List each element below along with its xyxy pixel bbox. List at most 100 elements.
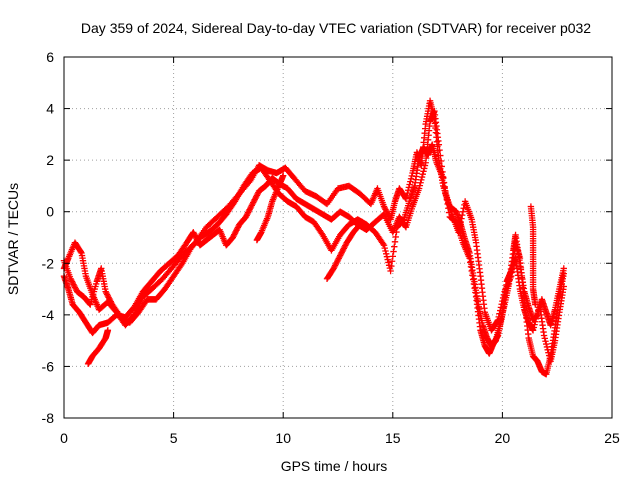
data-point-marker: [69, 279, 76, 287]
data-point-marker: [358, 218, 366, 226]
data-point-marker: [407, 178, 414, 185]
data-point-marker: [497, 304, 505, 311]
data-point-marker: [357, 219, 365, 227]
data-point-marker: [532, 301, 539, 308]
data-point-marker: [499, 297, 506, 305]
data-point-marker: [530, 324, 538, 331]
data-point-marker: [532, 315, 540, 323]
data-point-marker: [107, 298, 114, 305]
data-point-marker: [390, 248, 397, 255]
x-tick-label: 10: [275, 430, 291, 446]
data-point-marker: [416, 182, 424, 189]
y-tick-label: -8: [42, 410, 55, 426]
data-point-marker: [383, 250, 390, 258]
data-point-marker: [244, 209, 252, 216]
data-point-marker: [68, 278, 76, 285]
x-tick-label: 15: [385, 430, 401, 446]
data-point-marker: [106, 295, 113, 303]
data-point-marker: [247, 203, 255, 211]
y-tick-label: -4: [42, 307, 55, 323]
data-point-marker: [335, 255, 342, 262]
data-point-marker: [339, 248, 346, 255]
data-point-marker: [498, 301, 505, 308]
data-point-marker: [244, 210, 251, 218]
data-point-marker: [332, 260, 340, 268]
data-point-marker: [472, 289, 479, 296]
data-point-marker: [388, 262, 395, 270]
plot-frame: [63, 56, 613, 419]
data-point-marker: [391, 238, 399, 245]
data-point-marker: [231, 230, 239, 237]
data-point-marker: [421, 162, 429, 169]
data-point-marker: [381, 244, 388, 252]
data-point-marker: [415, 185, 423, 192]
data-point-marker: [190, 229, 197, 236]
data-point-marker: [467, 259, 474, 266]
y-tick-label: -2: [42, 255, 55, 271]
data-point-marker: [253, 192, 261, 199]
data-point-marker: [497, 307, 504, 314]
data-point-marker: [388, 258, 396, 265]
data-point-marker: [379, 240, 387, 248]
data-point-marker: [437, 152, 444, 159]
data-point-marker: [380, 203, 388, 210]
y-tick-label: -6: [42, 358, 55, 374]
data-point-marker: [104, 327, 112, 334]
x-axis-label: GPS time / hours: [281, 458, 388, 474]
data-point-marker: [435, 141, 443, 148]
data-point-marker: [71, 284, 79, 291]
data-point-marker: [68, 276, 75, 284]
data-point-marker: [438, 163, 445, 170]
data-point-marker: [496, 310, 503, 317]
data-point-marker: [383, 207, 390, 215]
data-point-marker: [71, 282, 78, 290]
data-point-marker: [391, 243, 398, 250]
y-tick-label: 0: [46, 204, 54, 220]
data-point-marker: [103, 291, 111, 298]
data-point-marker: [459, 211, 466, 219]
data-point-marker: [231, 231, 238, 238]
data-point-marker: [331, 262, 339, 269]
data-point-marker: [437, 157, 445, 165]
data-point-marker: [194, 237, 201, 245]
data-point-marker: [280, 172, 287, 179]
data-point-marker: [440, 174, 447, 181]
data-point-marker: [380, 242, 388, 249]
data-point-marker: [405, 184, 413, 191]
data-point-marker: [402, 222, 409, 230]
data-point-marker: [532, 318, 539, 325]
data-point-marker: [468, 267, 475, 275]
data-point-marker: [543, 340, 550, 348]
data-point-marker: [419, 170, 426, 178]
data-point-marker: [77, 248, 85, 256]
data-point-marker: [529, 327, 537, 334]
data-point-marker: [385, 259, 392, 266]
data-point-marker: [234, 224, 242, 231]
y-tick-label: 2: [46, 152, 54, 168]
data-point-marker: [230, 232, 237, 240]
data-point-marker: [106, 297, 114, 304]
data-point-marker: [469, 276, 477, 283]
data-point-marker: [330, 265, 337, 272]
data-point-marker: [251, 196, 258, 203]
data-point-marker: [233, 227, 240, 234]
data-point-marker: [331, 263, 338, 271]
data-point-marker: [407, 175, 415, 182]
data-point-marker: [460, 205, 467, 212]
data-point-marker: [469, 272, 476, 279]
data-point-marker: [418, 176, 425, 184]
data-point-marker: [252, 195, 259, 202]
data-point-marker: [242, 213, 250, 221]
data-point-marker: [389, 253, 396, 260]
data-point-marker: [458, 215, 465, 222]
data-point-marker: [495, 313, 502, 321]
data-point-marker: [334, 256, 342, 264]
data-point-marker: [499, 294, 507, 302]
data-point-marker: [494, 317, 501, 325]
data-point-marker: [455, 229, 462, 236]
data-point-marker: [560, 270, 567, 277]
data-point-marker: [70, 281, 77, 288]
data-point-marker: [494, 316, 502, 324]
